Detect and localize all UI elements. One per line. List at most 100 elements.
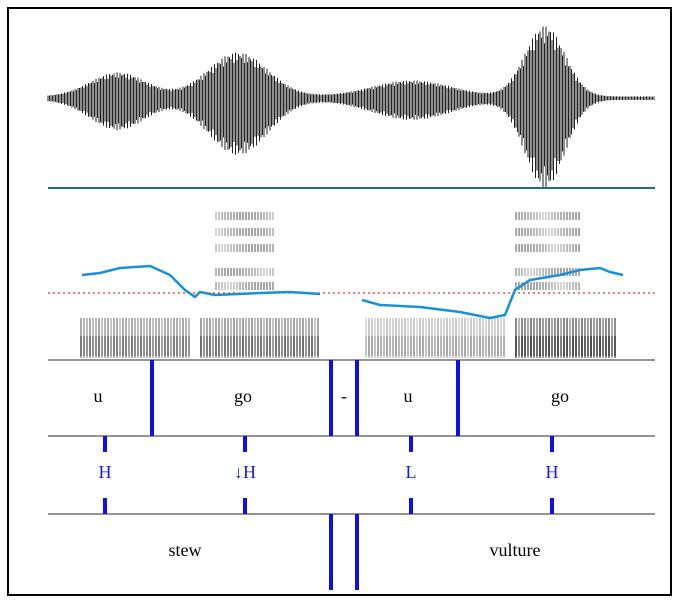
spectrogram-band [302, 336, 304, 356]
spectrogram-formant [527, 244, 529, 252]
spectrogram-band [581, 318, 583, 358]
waveform [47, 26, 655, 188]
spectrogram-band [395, 318, 397, 358]
spectrogram-band [488, 318, 490, 358]
spectrogram-band [98, 336, 100, 356]
spectrogram-formant [215, 282, 217, 290]
spectrogram-band [104, 336, 106, 356]
spectrogram [80, 212, 616, 358]
spectrogram-band [479, 336, 481, 356]
spectrogram-band [503, 336, 505, 356]
spectrogram-band [398, 318, 400, 358]
spectrogram-band [452, 318, 454, 358]
spectrogram-band [218, 318, 220, 358]
spectrogram-formant [227, 212, 229, 220]
spectrogram-formant [554, 282, 556, 290]
spectrogram-formant [551, 268, 553, 276]
spectrogram-formant [515, 282, 517, 290]
spectrogram-band [101, 318, 103, 358]
spectrogram-formant [230, 212, 232, 220]
spectrogram-band [434, 318, 436, 358]
spectrogram-formant [545, 228, 547, 236]
spectrogram-formant [251, 244, 253, 252]
spectrogram-band [386, 318, 388, 358]
spectrogram-band [575, 318, 577, 358]
spectrogram-formant [224, 212, 226, 220]
spectrogram-formant [272, 268, 274, 276]
spectrogram-formant [251, 268, 253, 276]
spectrogram-formant [257, 212, 259, 220]
spectrogram-band [287, 336, 289, 356]
spectrogram-formant [569, 212, 571, 220]
spectrogram-band [584, 336, 586, 356]
spectrogram-formant [548, 212, 550, 220]
spectrogram-band [251, 318, 253, 358]
spectrogram-band [83, 336, 85, 356]
spectrogram-band [314, 336, 316, 356]
spectrogram-band [95, 336, 97, 356]
spectrogram-formant [545, 244, 547, 252]
spectrogram-formant [263, 212, 265, 220]
spectrogram-formant [215, 228, 217, 236]
spectrogram-formant [224, 244, 226, 252]
spectrogram-band [566, 336, 568, 356]
spectrogram-band [248, 336, 250, 356]
spectrogram-formant [233, 228, 235, 236]
spectrogram-band [227, 318, 229, 358]
spectrogram-band [548, 336, 550, 356]
spectrogram-formant [221, 244, 223, 252]
spectrogram-band [443, 318, 445, 358]
spectrogram-formant [233, 268, 235, 276]
spectrogram-band [467, 336, 469, 356]
spectrogram-formant [221, 228, 223, 236]
spectrogram-formant [539, 282, 541, 290]
spectrogram-formant [536, 244, 538, 252]
spectrogram-band [143, 318, 145, 358]
spectrogram-band [446, 336, 448, 356]
spectrogram-band [215, 336, 217, 356]
spectrogram-formant [578, 244, 580, 252]
word-label: vulture [490, 540, 541, 560]
spectrogram-band [572, 336, 574, 356]
spectrogram-band [521, 318, 523, 358]
tone-points [103, 436, 554, 514]
spectrogram-band [491, 336, 493, 356]
spectrogram-band [404, 318, 406, 358]
spectrogram-band [95, 318, 97, 358]
spectrogram-band [233, 336, 235, 356]
spectrogram-band [239, 318, 241, 358]
spectrogram-band [599, 336, 601, 356]
spectrogram-formant [515, 244, 517, 252]
spectrogram-formant [542, 268, 544, 276]
spectrogram-band [608, 336, 610, 356]
spectrogram-band [299, 336, 301, 356]
spectrogram-formant [266, 212, 268, 220]
spectrogram-formant [560, 282, 562, 290]
spectrogram-band [467, 318, 469, 358]
spectrogram-band [140, 318, 142, 358]
spectrogram-band [272, 318, 274, 358]
spectrogram-formant [245, 282, 247, 290]
spectrogram-band [257, 318, 259, 358]
spectrogram-band [524, 336, 526, 356]
spectrogram-band [209, 336, 211, 356]
spectrogram-band [515, 336, 517, 356]
spectrogram-formant [260, 268, 262, 276]
spectrogram-band [290, 318, 292, 358]
spectrogram-band [206, 318, 208, 358]
spectrogram-band [200, 318, 202, 358]
spectrogram-band [425, 318, 427, 358]
spectrogram-formant [269, 268, 271, 276]
spectrogram-band [446, 318, 448, 358]
spectrogram-formant [227, 244, 229, 252]
spectrogram-band [308, 318, 310, 358]
spectrogram-band [545, 336, 547, 356]
spectrogram-formant [518, 268, 520, 276]
spectrogram-band [575, 336, 577, 356]
spectrogram-band [587, 336, 589, 356]
spectrogram-band [425, 336, 427, 356]
spectrogram-formant [263, 244, 265, 252]
spectrogram-formant [260, 282, 262, 290]
spectrogram-band [230, 318, 232, 358]
spectrogram-formant [557, 268, 559, 276]
